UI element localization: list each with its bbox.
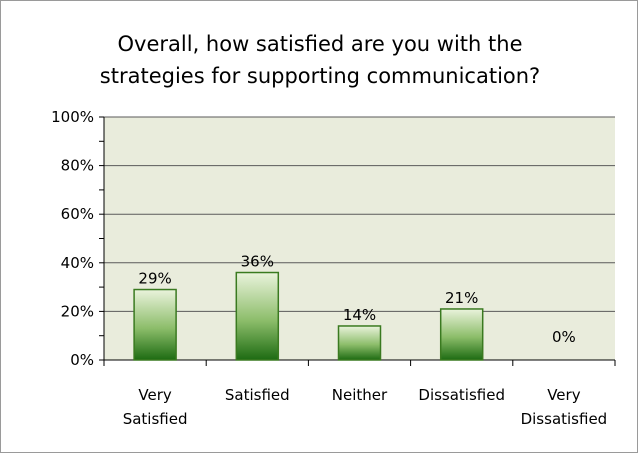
y-tick-label: 0% — [70, 351, 94, 369]
bar — [133, 288, 177, 361]
bar — [235, 271, 280, 361]
chart-title-line-2: strategies for supporting communication? — [99, 64, 541, 88]
x-tick-label: Very — [547, 386, 580, 404]
bar — [439, 308, 484, 361]
y-tick-label: 40% — [61, 254, 94, 272]
x-tick-label: Dissatisfied — [418, 386, 505, 404]
data-label: 21% — [445, 289, 478, 307]
x-tick-label: Satisfied — [225, 386, 290, 404]
y-tick-label: 60% — [61, 205, 94, 223]
x-tick-label: Neither — [332, 386, 388, 404]
chart-title-line-1: Overall, how satisfied are you with the — [117, 32, 523, 56]
y-tick-label: 100% — [51, 108, 94, 126]
data-label: 0% — [552, 328, 576, 346]
y-tick-label: 20% — [61, 302, 94, 320]
x-tick-label: Satisfied — [123, 410, 188, 428]
data-label: 29% — [138, 270, 171, 288]
x-tick-label: Dissatisfied — [521, 410, 608, 428]
y-tick-label: 80% — [61, 157, 94, 175]
data-label: 36% — [241, 253, 274, 271]
x-tick-label: Very — [138, 386, 171, 404]
plot-area — [104, 117, 615, 360]
data-label: 14% — [343, 306, 376, 324]
bar — [337, 325, 382, 361]
chart-title: Overall, how satisfied are you with the … — [20, 28, 620, 92]
